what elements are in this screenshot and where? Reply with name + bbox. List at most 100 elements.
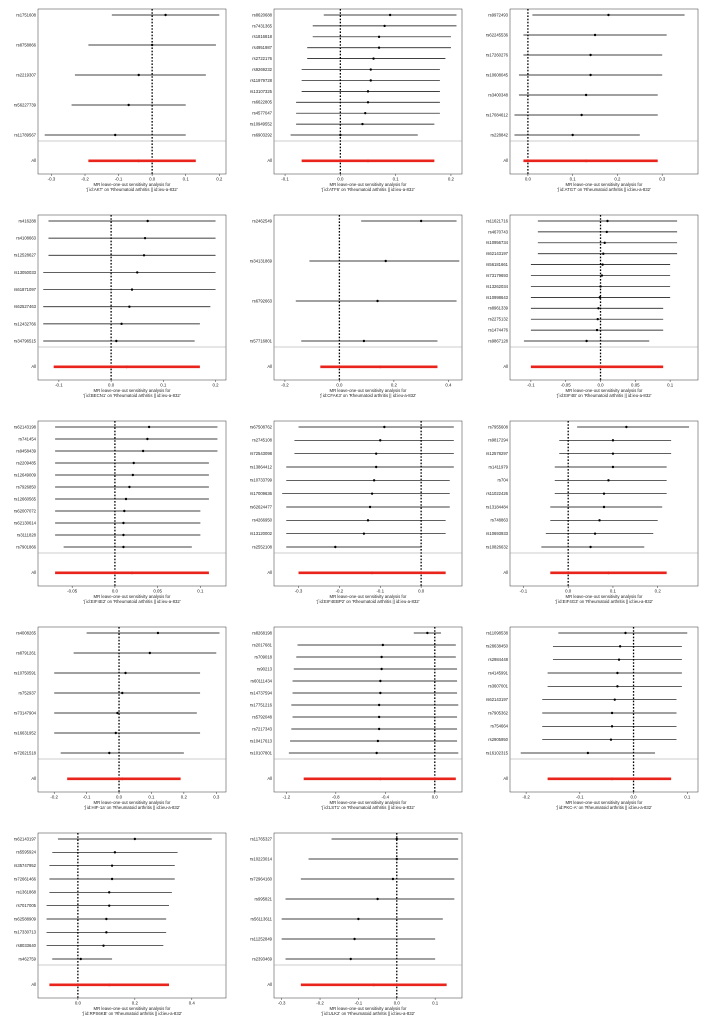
estimate-point (121, 691, 124, 695)
snp-label: rs6903292 (252, 132, 272, 137)
combined-estimate-point (378, 365, 382, 369)
snp-label: rs748863 (491, 518, 509, 523)
x-tick-label: 0.0 (565, 589, 572, 594)
chart-title: 'ʃ id:ULK2' on 'Rheumatoid arthritis || … (321, 1011, 415, 1016)
snp-label: rs1361868 (16, 890, 36, 895)
estimate-point (334, 545, 337, 549)
estimate-point (376, 299, 379, 303)
x-tick-label: 0.1 (197, 589, 204, 594)
snp-label: rs7905362 (488, 710, 508, 715)
estimate-point (128, 305, 131, 308)
forest-plot-svg: rs67508762 rs2745108 rs72543098 rs13864412 r… (250, 420, 463, 594)
estimate-point (593, 33, 597, 37)
snp-label: rs2017681 (252, 642, 272, 647)
x-tick-label: -0.3 (295, 589, 303, 594)
snp-label: rs10949552 (250, 121, 273, 126)
snp-label: rs7217343 (252, 726, 272, 731)
snp-label: rs10417613 (250, 738, 273, 743)
estimate-point (105, 931, 108, 934)
estimate-point (132, 461, 135, 465)
forest-plot-svg: rs11621716 rs4670743 rs10956734 rs62143197 r… (486, 214, 699, 388)
snp-label: rs62143198 (14, 424, 37, 429)
plot-frame (273, 626, 463, 793)
snp-label: rs11252849 (250, 936, 272, 941)
x-tick-label: 0.4 (189, 1001, 196, 1006)
x-tick-label: 0.4 (445, 383, 452, 388)
forest-plot-panel: rs8620688 rs7431365 rs1816818 rs4951987 rs27… (240, 4, 466, 204)
snp-label: rs7955608 (488, 424, 508, 429)
snp-label: rs62007072 (14, 508, 37, 513)
estimate-point (108, 904, 111, 907)
caption-line-1: MR leave-one-out sensitivity analysis fo… (329, 1006, 407, 1011)
x-tick-label: 0.0 (149, 177, 156, 182)
snp-label: rs9458439 (16, 448, 36, 453)
estimate-point (571, 133, 574, 137)
estimate-point (616, 671, 619, 675)
estimate-point (102, 944, 105, 947)
snp-label: rs62245536 (486, 32, 509, 37)
estimate-point (607, 13, 610, 17)
snp-label: rs8268198 (252, 630, 272, 635)
snp-label: rs12649009 (14, 472, 37, 477)
estimate-point (353, 937, 356, 941)
snp-label: rs17009636 (250, 491, 273, 496)
estimate-point (391, 877, 395, 881)
snp-label: rs62143197 (486, 251, 509, 256)
snp-label: rs17751216 (250, 702, 273, 707)
chart-caption: MR leave-one-out sensitivity analysis fo… (510, 800, 698, 810)
estimate-point (610, 725, 614, 728)
x-tick-label: 0.05 (153, 589, 162, 594)
snp-label: rs1411979 (489, 464, 509, 469)
estimate-point (372, 479, 376, 482)
estimate-point (110, 877, 114, 881)
snp-label: rs9867128 (488, 338, 508, 343)
estimate-point (127, 103, 130, 107)
snp-label: rs8961339 (488, 306, 508, 311)
snp-label: rs2745108 (252, 438, 272, 443)
caption-line-1: MR leave-one-out sensitivity analysis fo… (329, 182, 407, 187)
forest-plot-panel: rs11621716 rs4670743 rs10956734 rs62143197 r… (476, 210, 702, 410)
snp-label: rs2393469 (252, 956, 272, 961)
forest-plot-panel: rs62143197 rs5595924 rs35747952 rs72661466 r… (4, 828, 230, 1028)
forest-plot-panel: rs11765327 rs10223014 rs72964160 rs995821 rs… (240, 828, 466, 1028)
snp-label: rs9269232 (252, 67, 272, 72)
estimate-point (377, 727, 381, 731)
estimate-point (377, 35, 381, 39)
all-label: All (267, 570, 272, 575)
snp-label: rs10998643 (486, 295, 509, 300)
x-tick-label: -0.1 (355, 1001, 363, 1006)
snp-label: rs17084612 (486, 112, 509, 117)
plot-frame (37, 626, 227, 793)
snp-label: rs741454 (19, 436, 37, 441)
estimate-point (146, 219, 149, 223)
snp-label: rs8791261 (16, 650, 36, 655)
x-tick-label: -0.1 (281, 177, 289, 182)
combined-estimate-point (137, 159, 141, 163)
estimate-point (147, 425, 151, 429)
snp-label: rs2275132 (488, 317, 508, 322)
estimate-point (114, 731, 117, 735)
estimate-point (602, 252, 605, 255)
chart-title: 'ʃ id:CFAK3' on 'Rheumatoid arthritis ||… (319, 393, 417, 398)
snp-label: rs2905950 (488, 737, 508, 742)
chart-title: 'ʃ id:ATG7' on 'Rheumatoid arthritis || … (557, 187, 651, 192)
plot-frame (273, 832, 463, 999)
estimate-point (379, 679, 382, 683)
estimate-point (122, 545, 125, 549)
snp-label: rs8758866 (16, 42, 36, 47)
estimate-point (603, 241, 606, 245)
plot-frame (37, 8, 227, 175)
snp-label: rs62143197 (14, 836, 37, 841)
x-tick-label: 0.1 (610, 589, 617, 594)
forest-plot-panel: rs8268198 rs2017681 rs709018 rs90213 rs60111… (240, 622, 466, 822)
forest-plot-svg: rs8268198 rs2017681 rs709018 rs90213 rs60111… (250, 626, 463, 800)
combined-estimate-point (372, 983, 376, 987)
forest-plot-panel: rs2462549 rs34131869 rs6792663 rs57716801 Al… (240, 210, 466, 410)
x-tick-label: -0.2 (522, 795, 530, 800)
plot-frame (37, 420, 227, 587)
snp-label: rs12578297 (486, 451, 509, 456)
x-tick-label: -0.1 (520, 589, 528, 594)
estimate-point (395, 837, 398, 841)
chart-title: 'ʃ id:EIF4EBP2' on 'Rheumatoid arthritis… (316, 599, 420, 604)
chart-caption: MR leave-one-out sensitivity analysis fo… (274, 800, 462, 810)
